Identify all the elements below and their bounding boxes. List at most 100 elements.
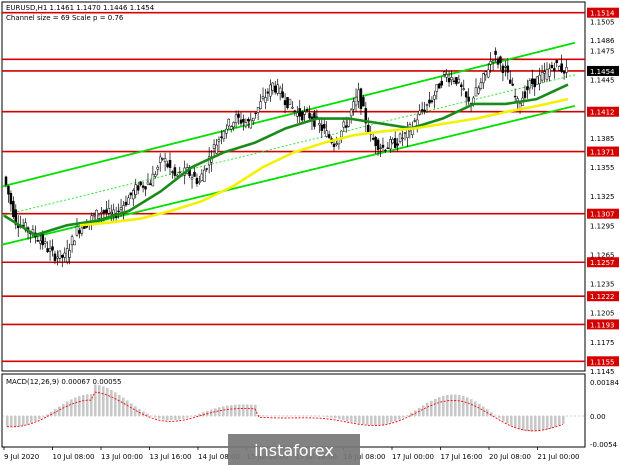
- macd-bar: [330, 416, 333, 418]
- macd-bar: [534, 416, 537, 432]
- macd-bar: [126, 400, 129, 416]
- candle-body: [499, 56, 502, 64]
- channel-upper: [1, 41, 576, 188]
- candle-body: [75, 226, 79, 236]
- macd-bar: [130, 403, 133, 416]
- candle-body: [538, 74, 541, 84]
- macd-bar: [278, 415, 281, 416]
- macd-bar: [58, 406, 61, 416]
- candle-body: [557, 66, 561, 71]
- macd-bar: [66, 401, 69, 416]
- candle-body: [68, 250, 71, 258]
- macd-bar: [62, 403, 65, 416]
- macd-bar: [286, 415, 289, 416]
- price-level-tag: [587, 65, 619, 76]
- macd-bar: [546, 416, 549, 430]
- candle-body: [562, 70, 566, 74]
- candle-body: [447, 78, 451, 83]
- macd-bar: [338, 416, 341, 420]
- candle-body: [425, 104, 429, 106]
- macd-bar: [526, 416, 529, 432]
- candle-body: [303, 111, 306, 115]
- macd-bar: [30, 416, 33, 423]
- candle-body: [163, 158, 167, 162]
- macd-bar: [362, 416, 365, 425]
- candle-body: [548, 68, 551, 77]
- macd-bar: [410, 412, 413, 416]
- macd-bar: [462, 396, 465, 416]
- macd-bar: [98, 385, 101, 416]
- macd-bar: [142, 411, 145, 416]
- candle-body: [264, 97, 267, 103]
- price-tick-label: 1.1205: [590, 310, 615, 318]
- candle-body: [63, 252, 66, 258]
- candle-body: [244, 122, 248, 127]
- time-tick-label: 17 Jul 16:00: [441, 453, 483, 461]
- macd-bar: [554, 416, 557, 427]
- candle-body: [433, 95, 436, 100]
- time-tick-label: 9 Jul 2020: [4, 453, 39, 461]
- macd-bar: [34, 416, 37, 422]
- candle-body: [4, 176, 8, 186]
- candle-body: [389, 139, 392, 150]
- macd-bar: [358, 416, 361, 424]
- candle-body: [36, 240, 40, 242]
- time-tick-label: 16 Jul 08:00: [344, 453, 386, 461]
- candle-body: [274, 85, 277, 93]
- macd-bar: [326, 416, 329, 418]
- candle-body: [491, 60, 495, 63]
- candle-body: [415, 119, 419, 126]
- candle-body: [276, 84, 279, 94]
- candle-body: [156, 166, 160, 170]
- watermark-text: instaforex: [254, 441, 334, 460]
- candle-body: [259, 101, 262, 109]
- macd-bar: [306, 415, 309, 416]
- candle-body: [134, 184, 137, 195]
- macd-bar: [22, 416, 25, 426]
- candle-body: [65, 248, 69, 263]
- candle-body: [442, 71, 446, 75]
- macd-bar: [18, 416, 21, 427]
- candle-body: [168, 159, 172, 168]
- candle-body: [482, 73, 485, 84]
- macd-bar: [38, 416, 41, 420]
- candle-body: [565, 67, 568, 73]
- price-level-tag: [587, 291, 619, 302]
- macd-bar: [46, 414, 49, 416]
- candle-body: [286, 97, 289, 109]
- candle-body: [107, 207, 111, 214]
- candle-body: [70, 236, 74, 245]
- candle-body: [384, 149, 387, 152]
- macd-bar: [246, 404, 249, 416]
- macd-bar: [366, 416, 369, 425]
- candle-body: [477, 87, 480, 94]
- candle-body: [193, 171, 196, 177]
- candle-body: [251, 117, 255, 121]
- macd-bar: [394, 416, 397, 422]
- price-tick-label: 1.1371: [590, 149, 615, 157]
- candle-body: [340, 130, 343, 138]
- candle-body: [110, 212, 113, 214]
- price-level-tag: [587, 7, 619, 18]
- macd-bar: [82, 394, 85, 416]
- price-tick-label: 1.1475: [590, 48, 615, 56]
- candle-body: [342, 121, 346, 128]
- macd-bar: [102, 386, 105, 416]
- candle-body: [455, 77, 458, 85]
- macd-bar: [482, 406, 485, 416]
- candle-body: [504, 65, 507, 68]
- price-level-tag: [587, 319, 619, 330]
- macd-bar: [506, 416, 509, 424]
- macd-bar: [118, 394, 121, 416]
- macd-bar: [538, 416, 541, 432]
- macd-bar: [190, 416, 193, 417]
- candle-body: [247, 118, 250, 122]
- candle-body: [457, 78, 461, 83]
- macd-bar: [74, 397, 77, 416]
- candle-body: [281, 91, 284, 98]
- candle-body: [374, 136, 377, 147]
- candle-body: [501, 65, 505, 73]
- candle-body: [531, 78, 534, 85]
- candle-body: [198, 181, 201, 183]
